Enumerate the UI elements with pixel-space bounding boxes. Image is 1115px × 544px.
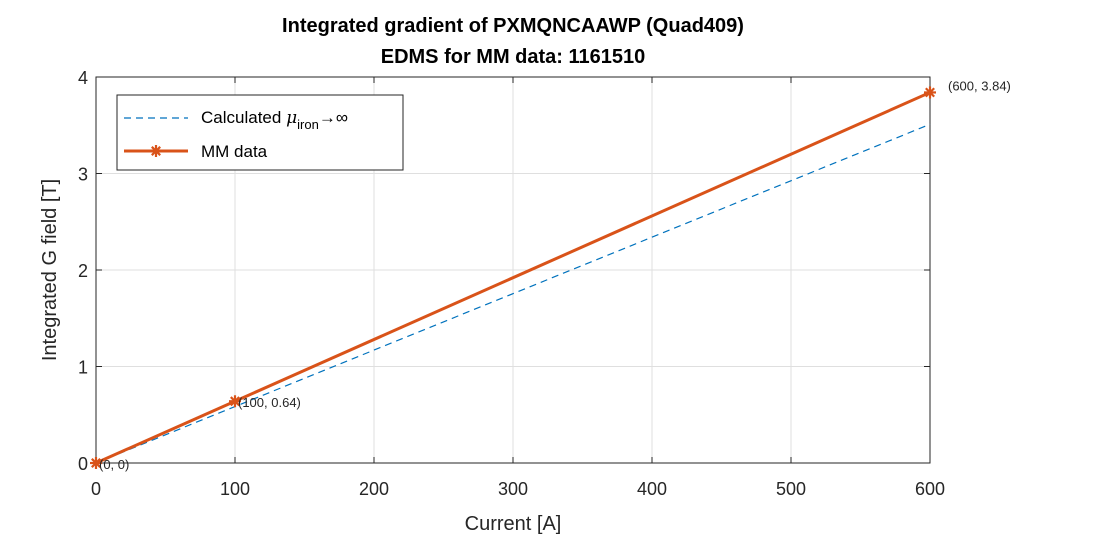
legend-calculated-arrow: →∞ bbox=[319, 108, 348, 127]
y-tick-label-4: 4 bbox=[78, 68, 88, 88]
y-tick-label-2: 2 bbox=[78, 261, 88, 281]
data-point-1-1-stroke-3 bbox=[230, 396, 240, 407]
data-point-1-0-stroke-3 bbox=[91, 458, 101, 468]
x-tick-label-5: 500 bbox=[776, 479, 806, 499]
x-tick-labels: 0 100 200 300 400 500 600 bbox=[91, 479, 945, 499]
y-tick-label-0: 0 bbox=[78, 454, 88, 474]
data-point-1-0 bbox=[90, 457, 102, 469]
x-tick-label-3: 300 bbox=[498, 479, 528, 499]
y-tick-label-3: 3 bbox=[78, 165, 88, 185]
legend-box bbox=[116, 94, 404, 171]
legend-calculated-main: Calculated bbox=[201, 108, 286, 127]
legend-calculated-sub: iron bbox=[297, 117, 319, 132]
annotation-1: (100, 0.64) bbox=[238, 395, 301, 410]
x-tick-label-2: 200 bbox=[359, 479, 389, 499]
chart-title-line-2: EDMS for MM data: 1161510 bbox=[381, 46, 646, 68]
annotation-0: (0, 0) bbox=[99, 457, 129, 472]
annotation-2: (600, 3.84) bbox=[948, 78, 1011, 93]
legend-asterisk bbox=[150, 145, 162, 157]
series-layer bbox=[90, 86, 936, 469]
legend-marker-mm-data bbox=[150, 145, 162, 157]
x-tick-label-4: 400 bbox=[637, 479, 667, 499]
chart-title-line-1: Integrated gradient of PXMQNCAAWP (Quad4… bbox=[282, 15, 744, 37]
x-tick-label-0: 0 bbox=[91, 479, 101, 499]
x-tick-label-1: 100 bbox=[220, 479, 250, 499]
chart-title: Integrated gradient of PXMQNCAAWP (Quad4… bbox=[282, 15, 744, 68]
legend: Calculated μiron→∞ MM data bbox=[116, 94, 404, 171]
y-tick-labels: 0 1 2 3 4 bbox=[78, 68, 88, 474]
y-axis-label: Integrated G field [T] bbox=[39, 179, 61, 361]
y-tick-label-1: 1 bbox=[78, 358, 88, 378]
x-tick-label-6: 600 bbox=[915, 479, 945, 499]
legend-entry-calculated: Calculated μiron→∞ bbox=[201, 108, 348, 132]
legend-asterisk-stroke-3 bbox=[151, 146, 161, 156]
data-point-annotations: (0, 0) (100, 0.64) (600, 3.84) bbox=[99, 78, 1011, 472]
legend-calculated-mu: μ bbox=[286, 108, 297, 128]
legend-entry-mm-data: MM data bbox=[201, 142, 268, 161]
data-point-1-2-stroke-3 bbox=[925, 87, 935, 98]
data-point-1-1 bbox=[229, 395, 241, 408]
data-point-1-2 bbox=[924, 86, 936, 99]
x-axis-label: Current [A] bbox=[465, 513, 562, 535]
